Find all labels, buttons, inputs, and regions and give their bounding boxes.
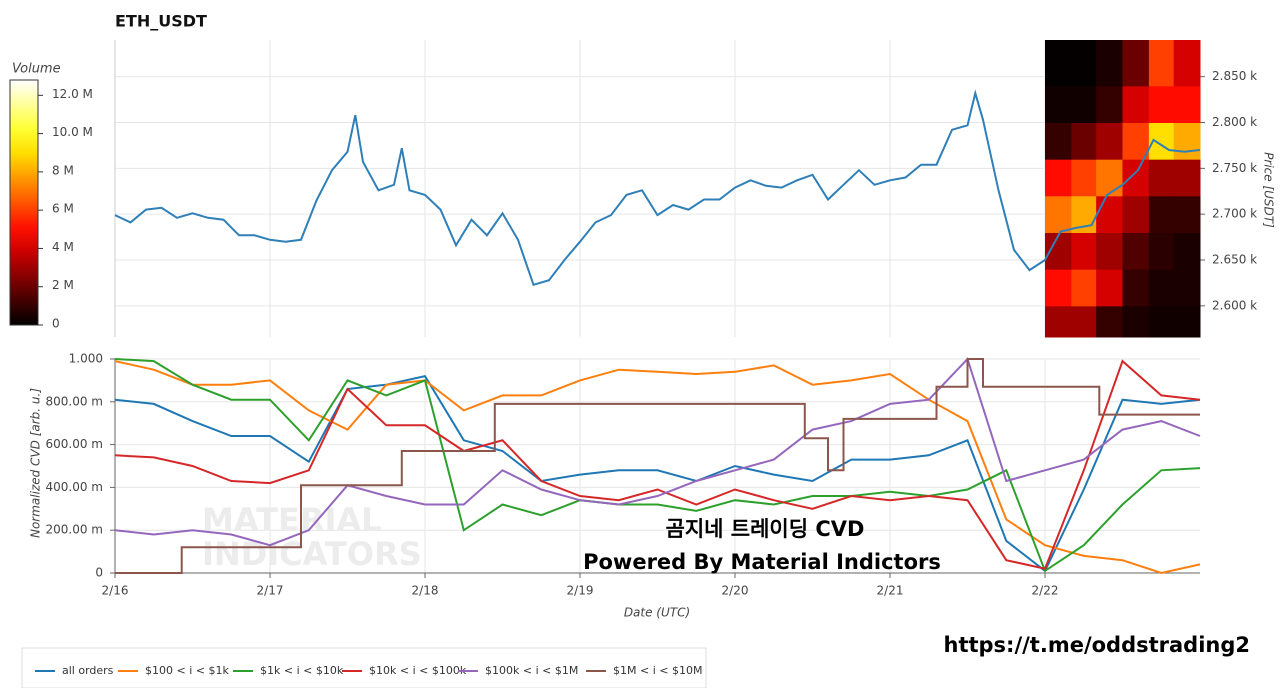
legend-label: $100k < i < $1M: [485, 664, 578, 677]
heatmap-cell: [1071, 85, 1097, 123]
heatmap-cell: [1096, 40, 1123, 87]
heatmap-cell: [1148, 85, 1175, 123]
heatmap-cell: [1071, 232, 1097, 270]
heatmap-cell: [1096, 269, 1123, 307]
heatmap-cell: [1122, 195, 1150, 233]
colorbar-tick-label: 2 M: [52, 278, 74, 292]
x-tick-label: 2/20: [722, 584, 749, 598]
heatmap-cell: [1173, 305, 1201, 338]
y-tick-label: 1.000: [69, 352, 103, 366]
series-line: [114, 89, 1201, 287]
colorbar-tick-label: 0: [52, 317, 60, 331]
y-tick-label: 200.00 m: [46, 523, 104, 537]
caption: 곰지네 트레이딩 CVD: [666, 517, 865, 541]
legend-box: [21, 647, 707, 688]
y-tick-label: 2.750 k: [1212, 161, 1257, 175]
heatmap-cell: [1071, 305, 1097, 338]
heatmap-cell: [1045, 122, 1072, 160]
legend-label: $1M < i < $10M: [613, 664, 702, 677]
watermark: INDICATORS: [202, 535, 422, 573]
heatmap-cell: [1173, 232, 1201, 270]
heatmap-cell: [1045, 195, 1072, 233]
link: https://t.me/oddstrading2: [944, 633, 1251, 657]
y-tick-label: 2.850 k: [1212, 69, 1257, 83]
heatmap-cell: [1096, 195, 1123, 233]
heatmap-cell: [1148, 40, 1175, 87]
heatmap-cell: [1045, 269, 1072, 307]
heatmap-cell: [1045, 40, 1072, 87]
series-line: [115, 358, 1200, 574]
watermark: MATERIAL: [202, 501, 382, 539]
heatmap-cell: [1122, 40, 1150, 87]
heatmap-cell: [1122, 269, 1150, 307]
heatmap-cell: [1148, 232, 1175, 270]
colorbar-tick-label: 8 M: [52, 163, 74, 177]
heatmap-cell: [1045, 85, 1072, 123]
heatmap-cell: [1122, 305, 1150, 338]
caption: Powered By Material Indictors: [583, 550, 941, 574]
heatmap-cell: [1148, 195, 1175, 233]
heatmap-cell: [1148, 269, 1175, 307]
x-tick-label: 2/19: [567, 584, 594, 598]
x-axis-label: Date (UTC): [624, 606, 690, 620]
legend-label: $100 < i < $1k: [145, 664, 229, 677]
y-tick-label: 2.600 k: [1212, 298, 1257, 312]
heatmap-cell: [1173, 40, 1201, 87]
series-line: [114, 374, 1201, 573]
colorbar-tick-label: 10.0 M: [52, 125, 93, 139]
y-tick-label: 400.00 m: [46, 480, 104, 494]
x-tick-label: 2/18: [412, 584, 439, 598]
series-line: [114, 357, 1201, 547]
colorbar-tick-label: 12.0 M: [52, 87, 93, 101]
heatmap-cell: [1173, 122, 1201, 160]
legend-label: $10k < i < $100k: [369, 664, 467, 677]
heatmap-cell: [1071, 269, 1097, 307]
legend-label: all orders: [62, 664, 114, 677]
series-line: [114, 360, 1201, 575]
heatmap-cell: [1122, 232, 1150, 270]
heatmap-cell: [1148, 159, 1175, 197]
chart-title: ETH_USDT: [115, 12, 207, 31]
y-tick-label: 800.00 m: [46, 394, 104, 408]
x-tick-label: 2/17: [257, 584, 284, 598]
heatmap-cell: [1122, 85, 1150, 123]
heatmap-cell: [1071, 122, 1097, 160]
y-tick-label: 600.00 m: [46, 437, 104, 451]
y-axis-label: Normalized CVD [arb. u.]: [29, 388, 43, 538]
x-tick-label: 2/22: [1032, 584, 1059, 598]
heatmap-cell: [1096, 305, 1123, 338]
heatmap-cell: [1173, 195, 1201, 233]
legend-label: $1k < i < $10k: [260, 664, 344, 677]
heatmap-cell: [1122, 159, 1150, 197]
y-tick-label: 2.700 k: [1212, 207, 1257, 221]
heatmap-cell: [1148, 305, 1175, 338]
series-line: [114, 358, 1201, 573]
heatmap-cell: [1071, 40, 1097, 87]
series-line: [114, 359, 1201, 570]
colorbar-tick-label: 6 M: [52, 202, 74, 216]
heatmap-cell: [1071, 159, 1097, 197]
heatmap-cell: [1096, 232, 1123, 270]
colorbar-tick-label: 4 M: [52, 240, 74, 254]
heatmap-cell: [1173, 85, 1201, 123]
heatmap-cell: [1045, 159, 1072, 197]
heatmap-cell: [1096, 85, 1123, 123]
x-tick-label: 2/21: [877, 584, 904, 598]
colorbar: [9, 79, 39, 326]
y-tick-label: 2.650 k: [1212, 253, 1257, 267]
heatmap-cell: [1096, 159, 1123, 197]
y-tick-label: 0: [95, 566, 103, 580]
heatmap-cell: [1045, 305, 1072, 338]
heatmap-cell: [1173, 159, 1201, 197]
heatmap-cell: [1122, 122, 1150, 160]
colorbar-title: Volume: [12, 62, 61, 77]
heatmap-cell: [1096, 122, 1123, 160]
heatmap-cell: [1173, 269, 1201, 307]
x-tick-label: 2/16: [102, 584, 129, 598]
y-axis-label: Price [USDT]: [1262, 152, 1276, 228]
y-tick-label: 2.800 k: [1212, 115, 1257, 129]
